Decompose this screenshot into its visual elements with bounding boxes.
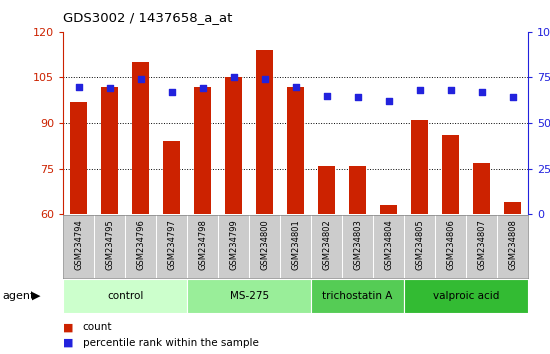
Text: GSM234808: GSM234808 [508, 219, 517, 270]
Text: count: count [82, 322, 112, 332]
Text: ▶: ▶ [31, 291, 40, 301]
Text: GSM234799: GSM234799 [229, 219, 238, 270]
Point [415, 87, 424, 93]
Bar [349, 166, 366, 354]
Point [229, 75, 238, 80]
Bar [442, 135, 459, 354]
Bar [504, 202, 521, 354]
Text: GSM234804: GSM234804 [384, 219, 393, 270]
Bar [473, 162, 490, 354]
Bar [256, 50, 273, 354]
Point [322, 93, 331, 98]
Bar [225, 78, 242, 354]
Bar [318, 166, 335, 354]
Text: GSM234796: GSM234796 [136, 219, 145, 270]
Text: valproic acid: valproic acid [433, 291, 499, 301]
Point [292, 84, 300, 89]
Point [508, 95, 517, 100]
Text: control: control [107, 291, 144, 301]
Point [384, 98, 393, 104]
Text: GSM234801: GSM234801 [291, 219, 300, 270]
Point [477, 89, 486, 95]
Bar [70, 102, 87, 354]
Text: GSM234795: GSM234795 [105, 219, 114, 270]
Text: GSM234800: GSM234800 [260, 219, 269, 270]
Text: GSM234803: GSM234803 [353, 219, 362, 270]
Bar [404, 279, 528, 313]
Bar [194, 86, 211, 354]
Text: MS-275: MS-275 [229, 291, 269, 301]
Bar [380, 205, 397, 354]
Bar [287, 86, 304, 354]
Text: GDS3002 / 1437658_a_at: GDS3002 / 1437658_a_at [63, 11, 233, 24]
Text: ■: ■ [63, 338, 74, 348]
Text: GSM234798: GSM234798 [198, 219, 207, 270]
Point [167, 89, 176, 95]
Bar [311, 279, 404, 313]
Text: GSM234802: GSM234802 [322, 219, 331, 270]
Bar [187, 279, 311, 313]
Bar [411, 120, 428, 354]
Point [260, 76, 269, 82]
Text: GSM234805: GSM234805 [415, 219, 424, 270]
Text: trichostatin A: trichostatin A [322, 291, 393, 301]
Point [198, 86, 207, 91]
Bar [63, 279, 187, 313]
Point [106, 86, 114, 91]
Text: ■: ■ [63, 322, 74, 332]
Bar [163, 141, 180, 354]
Text: GSM234794: GSM234794 [74, 219, 83, 270]
Bar [101, 86, 118, 354]
Point [353, 95, 362, 100]
Bar [132, 62, 149, 354]
Text: percentile rank within the sample: percentile rank within the sample [82, 338, 258, 348]
Text: GSM234797: GSM234797 [167, 219, 176, 270]
Point [136, 76, 145, 82]
Text: GSM234806: GSM234806 [446, 219, 455, 270]
Text: agent: agent [3, 291, 35, 301]
Point [446, 87, 455, 93]
Point [74, 84, 83, 89]
Text: GSM234807: GSM234807 [477, 219, 486, 270]
